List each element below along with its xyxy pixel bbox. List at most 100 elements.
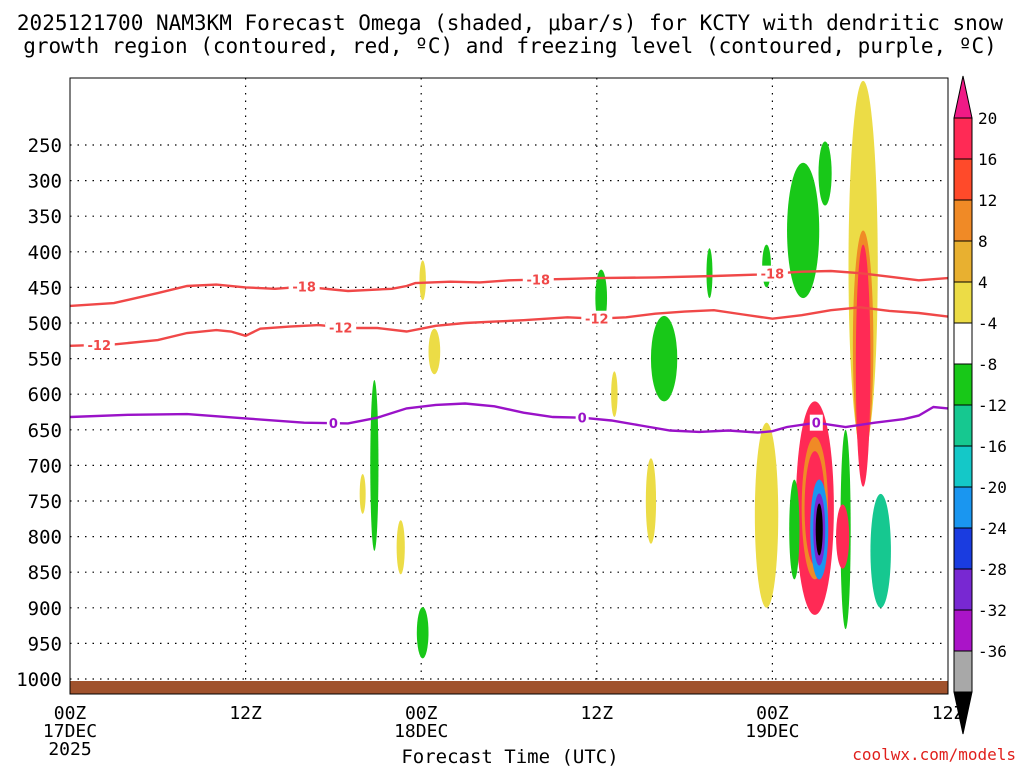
y-tick-label: 500 (28, 313, 62, 335)
ground-terrain (70, 681, 948, 694)
source-credit: coolwx.com/models (852, 745, 1016, 764)
contour-label: -12 (585, 313, 609, 328)
contour-label-bg (83, 336, 115, 353)
colorbar-segment (953, 158, 973, 201)
y-tick-label: 1000 (16, 669, 62, 691)
colorbar-segment (953, 404, 973, 447)
y-tick-label: 600 (28, 384, 62, 406)
x-tick-label: 17DEC (43, 721, 97, 742)
colorbar-segment (953, 322, 973, 365)
omega-area (645, 458, 657, 544)
plot-frame (69, 77, 949, 695)
grid-lines (70, 78, 948, 694)
omega-core (789, 479, 800, 580)
omega-area (428, 328, 441, 375)
omega-area (818, 141, 832, 206)
colorbar-segment (953, 527, 973, 570)
omega-area (416, 607, 429, 659)
y-tick-label: 300 (28, 171, 62, 193)
colorbar-label: 8 (978, 232, 988, 251)
y-tick-label: 900 (28, 598, 62, 620)
contour-label: -12 (329, 321, 353, 336)
colorbar-segment (953, 609, 973, 652)
contour-label-bg (575, 409, 589, 426)
colorbar-label: -24 (978, 519, 1007, 538)
colorbar-segment (953, 281, 973, 324)
omega-core (836, 504, 850, 569)
colorbar-label: -16 (978, 437, 1007, 456)
colorbar-segment (953, 650, 973, 693)
colorbar-segment (953, 117, 973, 160)
omega-core (870, 493, 891, 608)
omega-area (787, 162, 820, 299)
contour-label: -18 (761, 268, 785, 283)
y-tick-label: 550 (28, 349, 62, 371)
contour-label-bg (288, 278, 320, 295)
x-axis-label: Forecast Time (UTC) (401, 746, 618, 768)
colorbar-label: -36 (978, 642, 1007, 661)
colorbar-label: -32 (978, 601, 1007, 620)
omega-area (706, 248, 713, 299)
x-tick-label: 00Z (405, 703, 438, 724)
omega-area (650, 315, 678, 402)
colorbar-label: 12 (978, 191, 997, 210)
colorbar-label: -28 (978, 560, 1007, 579)
contour-label: -18 (292, 281, 316, 296)
colorbar-label: -12 (978, 396, 1007, 415)
colorbar-segment (953, 486, 973, 529)
y-tick-label: 250 (28, 135, 62, 157)
colorbar-segment (953, 445, 973, 488)
colorbar-label: -4 (978, 314, 997, 333)
y-tick-label: 850 (28, 562, 62, 584)
y-tick-label: 650 (28, 420, 62, 442)
temperature-contours: -18 -18 -18 -12 -12 -12 0 0 0 (70, 265, 948, 434)
omega-area (370, 379, 379, 551)
y-tick-label: 450 (28, 277, 62, 299)
y-tick-label: 750 (28, 491, 62, 513)
chart-title-line-2: growth region (contoured, red, ºC) and f… (23, 34, 997, 58)
colorbar-label: 4 (978, 273, 988, 292)
y-tick-label: 700 (28, 455, 62, 477)
omega-core (855, 244, 871, 487)
omega-area (396, 520, 405, 575)
contour-label-bg (325, 319, 357, 336)
x-tick-label: 00Z (54, 703, 87, 724)
contour-minus12 (70, 306, 948, 347)
colorbar-label: -8 (978, 355, 997, 374)
x-tick-label: 12Z (581, 703, 614, 724)
omega-area (611, 371, 618, 417)
chart-title-line-1: 2025121700 NAM3KM Forecast Omega (shaded… (17, 11, 1004, 35)
x-tick-label: 12Z (932, 703, 965, 724)
contour-label-bg (809, 414, 823, 431)
contour-label-bg (326, 415, 340, 432)
y-tick-label: 950 (28, 633, 62, 655)
contour-label-bg (522, 271, 554, 288)
omega-core (815, 503, 823, 556)
y-tick-label: 800 (28, 527, 62, 549)
x-tick-label: 18DEC (394, 721, 448, 742)
colorbar-segment (953, 363, 973, 406)
contour-label: 0 (329, 417, 338, 432)
colorbar-label: -20 (978, 478, 1007, 497)
colorbar-label: 20 (978, 109, 997, 128)
x-tick-label: 19DEC (745, 721, 799, 742)
colorbar-segment (953, 199, 973, 242)
contour-label-bg (756, 265, 788, 282)
y-axis: 250 300 350 400 450 500 550 600 650 700 750 800 850 9… (16, 135, 62, 691)
contour-label: -18 (527, 274, 551, 289)
colorbar-label: 16 (978, 150, 997, 169)
contour-label-bg (581, 310, 613, 327)
x-tick-label: 2025 (48, 739, 91, 760)
x-tick-label: 12Z (229, 703, 262, 724)
y-tick-label: 350 (28, 206, 62, 228)
colorbar-segment (953, 240, 973, 283)
y-tick-label: 400 (28, 242, 62, 264)
colorbar-segment (953, 568, 973, 611)
omega-area (754, 422, 779, 608)
x-tick-label: 00Z (756, 703, 789, 724)
contour-minus18 (70, 269, 948, 308)
contour-label: 0 (812, 417, 821, 432)
colorbar: 20 16 12 8 4 -4 -8 -12 -16 -20 -24 -28 -32 -36 (953, 75, 1007, 735)
